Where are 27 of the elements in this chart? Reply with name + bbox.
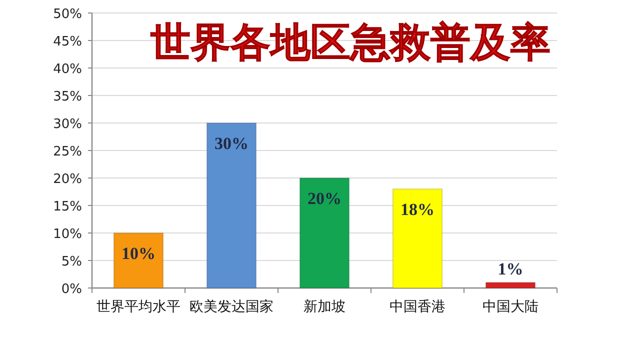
y-tick-label: 5% [61, 254, 82, 270]
bar [113, 232, 164, 288]
y-tick-label: 45% [53, 34, 82, 50]
y-tick-label: 0% [61, 282, 82, 297]
y-tick-label: 20% [53, 172, 82, 187]
x-tick-label: 中国香港 [390, 299, 446, 315]
x-tick-label: 新加坡 [304, 299, 346, 315]
y-tick-label: 10% [53, 227, 82, 242]
y-tick-label: 15% [53, 200, 82, 214]
bar [485, 282, 536, 288]
bar [299, 178, 350, 288]
x-tick-label: 中国大陆 [482, 299, 538, 315]
y-tick-label: 35% [53, 90, 82, 104]
bar [206, 122, 257, 288]
data-label: 30% [214, 134, 248, 153]
y-tick-label: 25% [53, 144, 82, 160]
data-label: 1% [498, 260, 524, 278]
data-label: 18% [400, 200, 434, 219]
data-label: 20% [308, 189, 342, 208]
data-label: 10% [122, 244, 156, 263]
y-tick-label: 30% [53, 117, 82, 132]
y-tick-label: 50% [53, 7, 82, 22]
y-tick-label: 40% [53, 62, 82, 77]
x-tick-label: 欧美发达国家 [190, 299, 274, 315]
x-tick-label: 世界平均水平 [96, 299, 180, 315]
bar [392, 188, 443, 288]
chart-title: 世界各地区急救普及率 [150, 19, 550, 66]
